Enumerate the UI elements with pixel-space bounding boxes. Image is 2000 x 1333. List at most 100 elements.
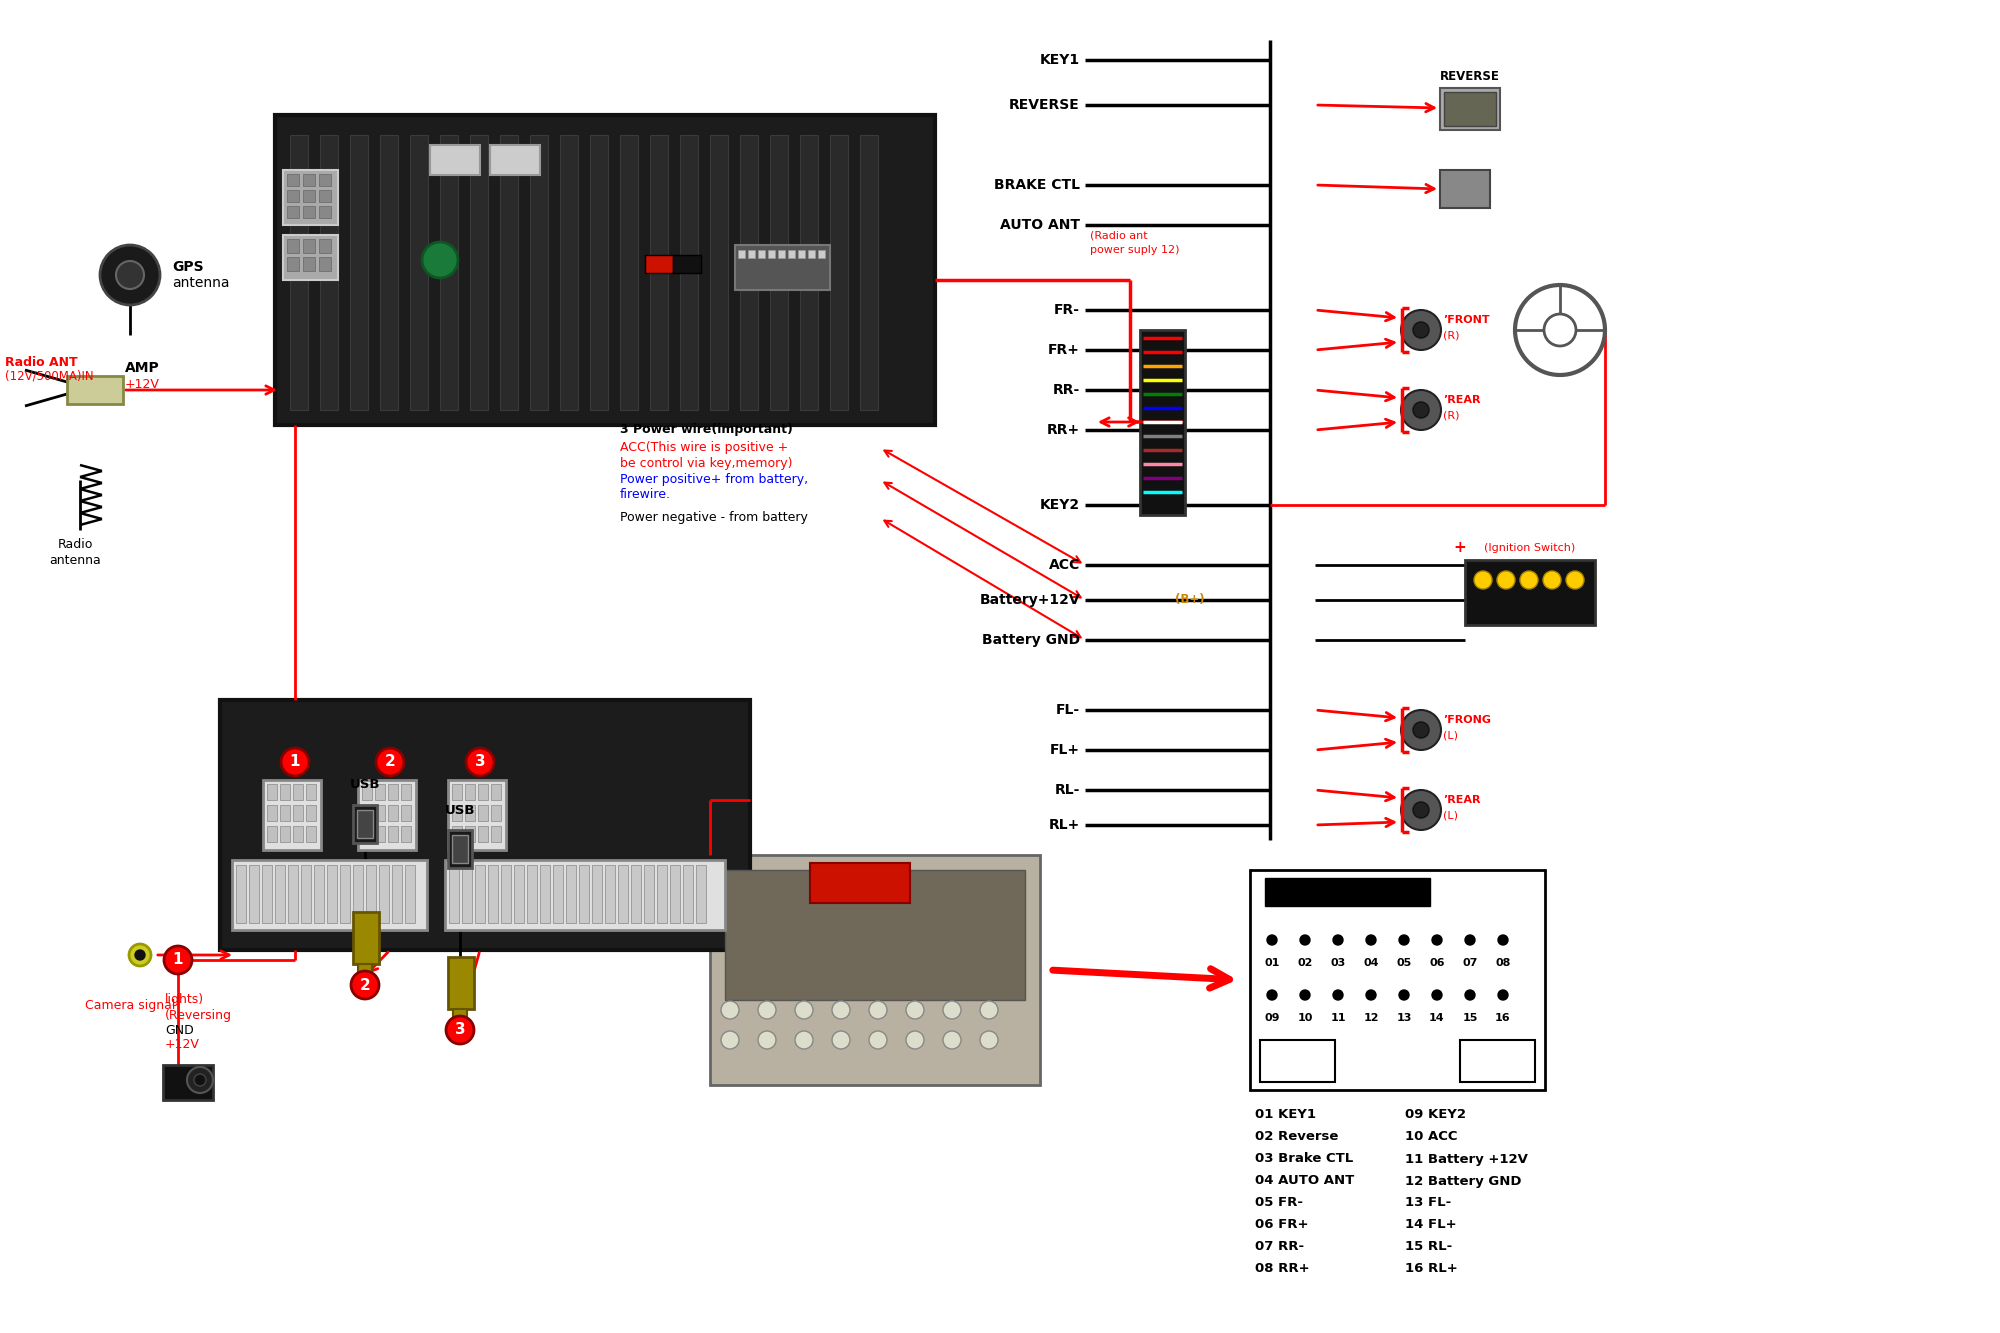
Bar bbox=[276, 865, 286, 922]
Text: (Ignition Switch): (Ignition Switch) bbox=[1484, 543, 1576, 553]
Bar bbox=[684, 865, 694, 922]
Bar bbox=[320, 191, 332, 203]
Bar bbox=[476, 865, 484, 922]
Text: 3: 3 bbox=[454, 1022, 466, 1037]
Bar bbox=[528, 865, 536, 922]
Text: 16 RL+: 16 RL+ bbox=[1404, 1262, 1458, 1276]
Bar bbox=[304, 191, 316, 203]
Circle shape bbox=[980, 1001, 998, 1018]
Bar bbox=[650, 135, 668, 411]
Bar bbox=[464, 826, 476, 842]
Bar bbox=[280, 784, 290, 800]
Text: 05: 05 bbox=[1396, 958, 1412, 968]
Text: ’FRONT: ’FRONT bbox=[1444, 315, 1490, 325]
Text: REVERSE: REVERSE bbox=[1440, 69, 1500, 83]
Bar bbox=[292, 805, 304, 821]
Bar bbox=[276, 115, 936, 425]
Circle shape bbox=[1332, 934, 1344, 945]
Bar bbox=[462, 865, 472, 922]
Circle shape bbox=[758, 1030, 776, 1049]
Bar bbox=[778, 251, 784, 259]
Circle shape bbox=[1412, 323, 1428, 339]
Text: 2: 2 bbox=[384, 754, 396, 769]
Text: (12V/500MA)IN: (12V/500MA)IN bbox=[4, 369, 94, 383]
Text: 14: 14 bbox=[1430, 1013, 1444, 1022]
Bar bbox=[464, 805, 476, 821]
Bar bbox=[362, 805, 372, 821]
Text: RR+: RR+ bbox=[1046, 423, 1080, 437]
Bar bbox=[580, 865, 588, 922]
Bar bbox=[738, 251, 744, 259]
Bar bbox=[800, 135, 818, 411]
Bar bbox=[618, 865, 628, 922]
Bar bbox=[540, 865, 550, 922]
Text: GND: GND bbox=[164, 1024, 194, 1037]
Bar bbox=[268, 784, 276, 800]
Bar bbox=[400, 805, 412, 821]
Text: Power positive+ from battery,: Power positive+ from battery, bbox=[620, 473, 808, 487]
Bar bbox=[262, 865, 272, 922]
Bar bbox=[68, 376, 124, 404]
Circle shape bbox=[906, 1030, 924, 1049]
Bar bbox=[288, 257, 300, 271]
Bar bbox=[860, 135, 878, 411]
Bar bbox=[788, 251, 796, 259]
Circle shape bbox=[1268, 934, 1278, 945]
Circle shape bbox=[1566, 571, 1584, 589]
Bar bbox=[1444, 92, 1496, 127]
Text: Camera signal: Camera signal bbox=[84, 998, 176, 1012]
Circle shape bbox=[832, 1030, 850, 1049]
Text: +12V: +12V bbox=[124, 377, 160, 391]
Bar bbox=[404, 865, 416, 922]
Circle shape bbox=[868, 1001, 888, 1018]
Circle shape bbox=[1400, 990, 1408, 1000]
Bar bbox=[304, 239, 316, 253]
Text: RL-: RL- bbox=[1054, 782, 1080, 797]
Bar bbox=[452, 805, 462, 821]
Bar bbox=[320, 175, 332, 187]
Bar bbox=[304, 175, 316, 187]
Text: 09: 09 bbox=[1264, 1013, 1280, 1022]
Text: (R): (R) bbox=[1444, 331, 1460, 340]
Bar bbox=[566, 865, 576, 922]
Bar bbox=[552, 865, 564, 922]
Bar bbox=[314, 865, 324, 922]
Bar bbox=[808, 251, 816, 259]
Circle shape bbox=[944, 1001, 960, 1018]
Text: 02: 02 bbox=[1298, 958, 1312, 968]
Text: 13: 13 bbox=[1396, 1013, 1412, 1022]
Text: FL+: FL+ bbox=[1050, 742, 1080, 757]
Bar bbox=[696, 865, 706, 922]
Text: BRAKE CTL: BRAKE CTL bbox=[994, 179, 1080, 192]
Bar bbox=[358, 964, 372, 976]
Bar bbox=[320, 135, 338, 411]
Text: 1: 1 bbox=[172, 953, 184, 968]
Circle shape bbox=[1432, 934, 1442, 945]
Text: power suply 12): power suply 12) bbox=[1090, 245, 1180, 255]
Bar bbox=[644, 255, 672, 273]
Text: lights): lights) bbox=[164, 993, 204, 1006]
Text: 06 FR+: 06 FR+ bbox=[1256, 1218, 1308, 1232]
Bar bbox=[400, 784, 412, 800]
Text: AMP: AMP bbox=[124, 361, 160, 375]
Bar bbox=[592, 865, 602, 922]
Bar bbox=[268, 826, 276, 842]
Text: USB: USB bbox=[444, 804, 476, 817]
Circle shape bbox=[1412, 722, 1428, 738]
Bar bbox=[284, 235, 338, 280]
Text: 03: 03 bbox=[1330, 958, 1346, 968]
Bar bbox=[376, 784, 384, 800]
Bar bbox=[492, 784, 500, 800]
Text: 12: 12 bbox=[1364, 1013, 1378, 1022]
Bar bbox=[810, 862, 910, 902]
Text: 08 RR+: 08 RR+ bbox=[1256, 1262, 1310, 1276]
Bar bbox=[478, 826, 488, 842]
Bar bbox=[320, 257, 332, 271]
Circle shape bbox=[1544, 571, 1560, 589]
Circle shape bbox=[1366, 934, 1376, 945]
Text: 01: 01 bbox=[1264, 958, 1280, 968]
Text: 16: 16 bbox=[1496, 1013, 1510, 1022]
Text: 14 FL+: 14 FL+ bbox=[1404, 1218, 1456, 1232]
Bar bbox=[1266, 878, 1430, 906]
Bar bbox=[392, 865, 402, 922]
